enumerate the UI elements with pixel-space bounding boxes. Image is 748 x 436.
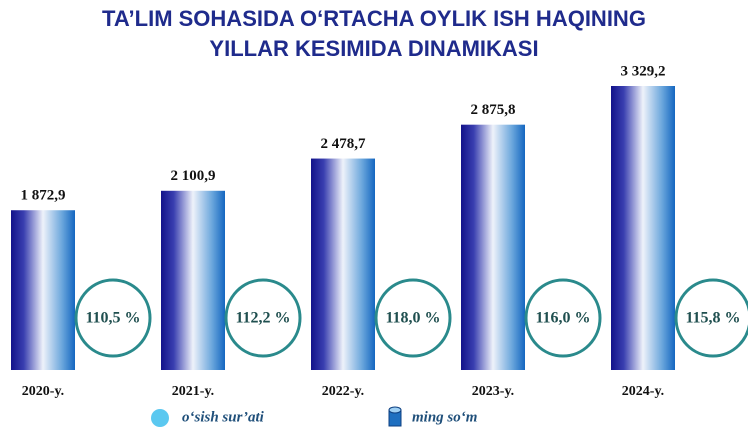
bar [461,124,525,370]
legend-marker [388,406,402,427]
value-label: 2 478,7 [321,136,367,152]
growth-circle [524,278,602,358]
chart-title: TA’LIM SOHASIDA O‘RTACHA OYLIK ISH HAQIN… [102,6,646,31]
value-label: 1 872,9 [21,188,66,204]
growth-circle [74,278,152,358]
x-tick-label: 2021-y. [172,384,214,399]
growth-label: 110,5 % [85,310,140,327]
growth-circle [374,278,452,358]
legend-label: ming so‘m [412,409,477,425]
value-label: 2 100,9 [171,168,216,184]
growth-label: 116,0 % [535,310,590,327]
growth-label: 115,8 % [685,310,740,327]
legend-marker [151,409,169,427]
growth-label: 112,2 % [235,310,290,327]
bar [311,158,375,370]
growth-label: 118,0 % [385,310,440,327]
growth-circle [674,278,748,358]
growth-circle [224,278,302,358]
x-tick-label: 2020-y. [22,384,64,399]
legend-label: o‘sish sur’ati [182,409,265,425]
value-label: 3 329,2 [621,63,666,79]
chart-title: YILLAR KESIMIDA DINAMIKASI [209,36,538,61]
bar [161,190,225,370]
bar [611,86,675,370]
x-tick-label: 2022-y. [322,384,364,399]
x-tick-label: 2023-y. [472,384,514,399]
x-tick-label: 2024-y. [622,384,664,399]
value-label: 2 875,8 [471,102,516,118]
bar [11,210,75,370]
